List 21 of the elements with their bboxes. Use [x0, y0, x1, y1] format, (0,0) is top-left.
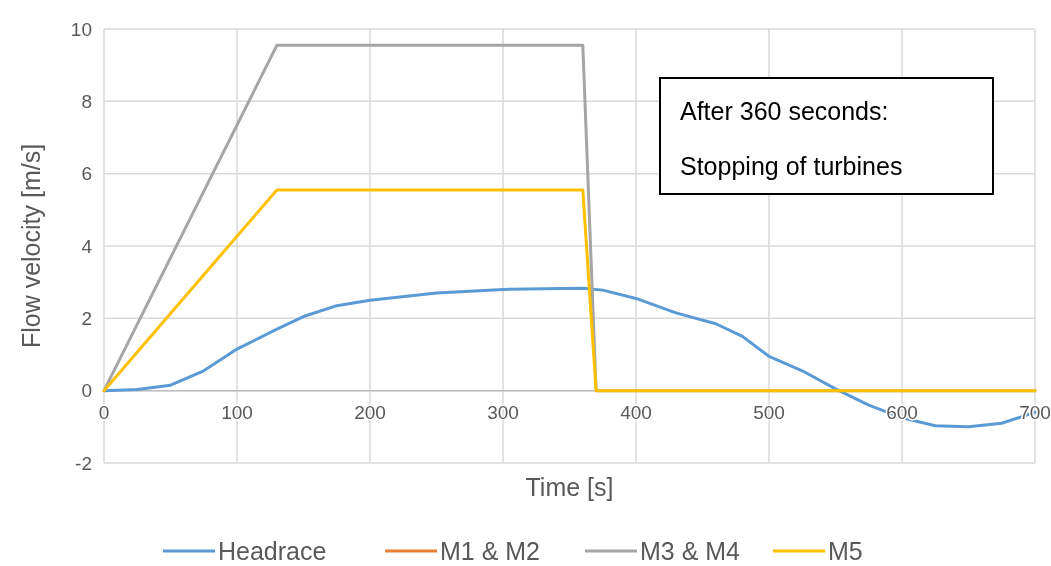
x-tick-label: 400	[620, 401, 652, 423]
y-tick-label: 6	[81, 163, 92, 185]
x-tick-label: 700	[1019, 401, 1051, 423]
y-tick-label: 2	[81, 307, 92, 329]
y-tick-label: -2	[75, 452, 92, 474]
x-tick-label: 0	[98, 401, 110, 423]
x-tick-label: 500	[753, 401, 785, 423]
y-tick-label: 10	[70, 18, 92, 40]
y-tick-label: 8	[81, 90, 92, 112]
legend-label: M3 & M4	[640, 536, 741, 565]
x-tick-label: 100	[221, 401, 253, 423]
legend-label: Headrace	[218, 536, 327, 565]
annotation: After 360 seconds: Stopping of turbines	[680, 97, 903, 180]
y-tick-label: 0	[81, 380, 92, 402]
x-tick-label: 200	[354, 401, 386, 423]
y-tick-label: 4	[81, 235, 93, 257]
legend-label: M5	[828, 536, 863, 565]
x-axis-title: Time [s]	[525, 473, 614, 501]
x-tick-label: 300	[487, 401, 519, 423]
y-axis-title: Flow velocity [m/s]	[17, 143, 45, 349]
legend-label: M1 & M2	[440, 536, 541, 565]
